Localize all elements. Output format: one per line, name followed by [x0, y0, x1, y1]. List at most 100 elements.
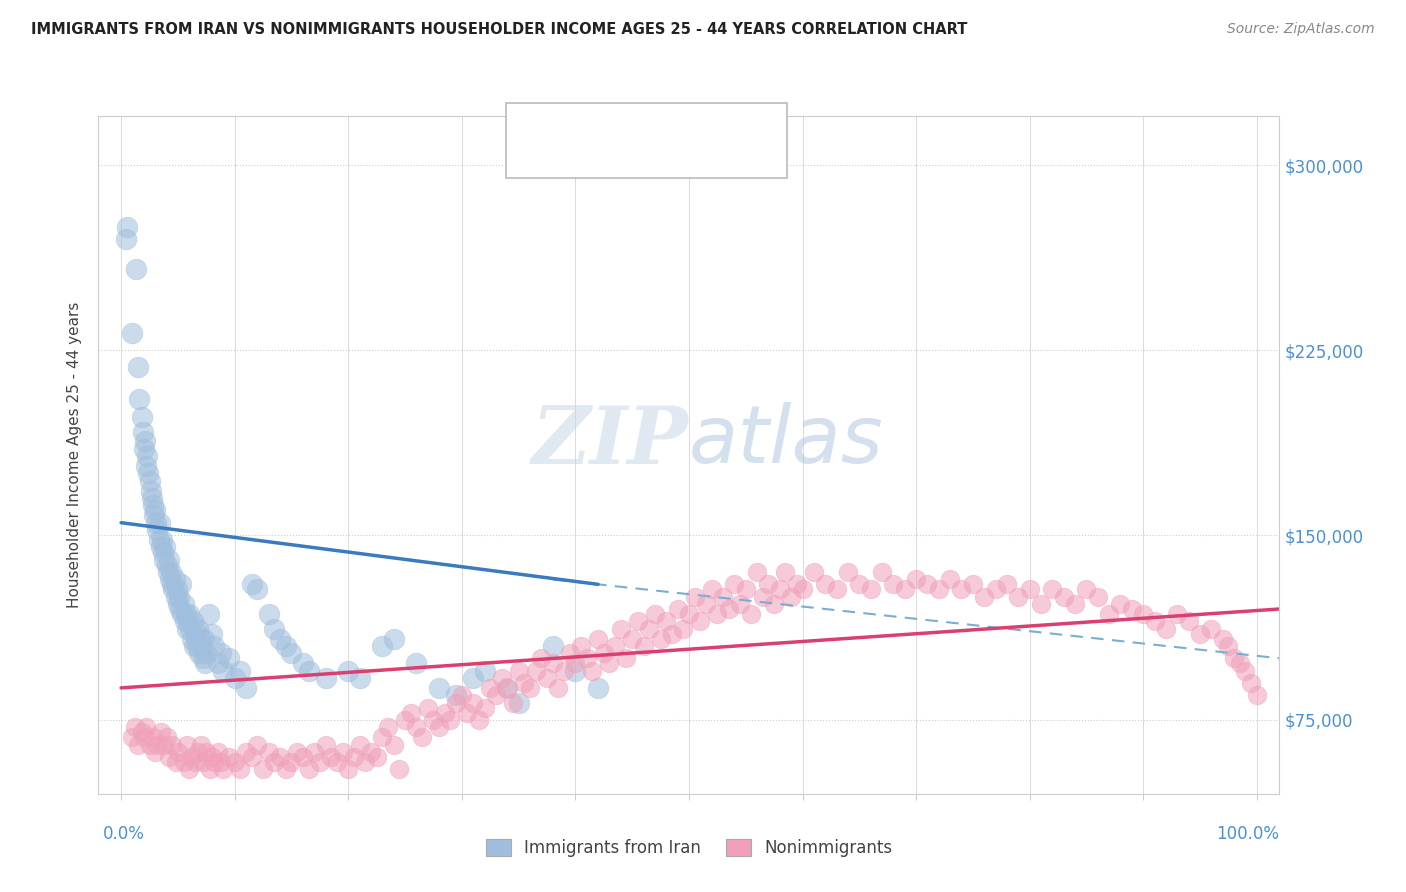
- Point: [689, 615, 711, 629]
- Point: [169, 602, 191, 616]
- Point: [1166, 607, 1188, 621]
- Point: [650, 632, 672, 646]
- Point: [530, 651, 553, 665]
- Point: [134, 434, 156, 449]
- Point: [814, 577, 837, 591]
- Point: [297, 762, 319, 776]
- Point: [162, 577, 183, 591]
- Point: [633, 639, 655, 653]
- Point: [274, 639, 297, 653]
- Point: [246, 738, 269, 752]
- Text: -0.091: -0.091: [588, 113, 647, 131]
- Text: ZIP: ZIP: [531, 402, 689, 480]
- Point: [825, 582, 848, 597]
- Point: [121, 730, 143, 744]
- Point: [1240, 676, 1263, 690]
- Point: [763, 597, 786, 611]
- Point: [661, 626, 683, 640]
- Point: [209, 755, 232, 769]
- Point: [124, 720, 146, 734]
- Point: [173, 755, 195, 769]
- Point: [995, 577, 1018, 591]
- Point: [427, 681, 450, 695]
- Point: [354, 755, 377, 769]
- Point: [349, 671, 371, 685]
- Point: [138, 467, 160, 481]
- Point: [179, 607, 201, 621]
- Point: [235, 745, 257, 759]
- Point: [786, 577, 808, 591]
- Point: [257, 607, 280, 621]
- Point: [291, 657, 314, 671]
- Point: [1201, 622, 1223, 636]
- Point: [870, 565, 893, 579]
- Point: [263, 755, 285, 769]
- Point: [837, 565, 859, 579]
- Point: [388, 762, 411, 776]
- Point: [349, 738, 371, 752]
- Point: [191, 639, 214, 653]
- Point: [160, 565, 183, 579]
- Point: [706, 607, 728, 621]
- Point: [186, 639, 208, 653]
- Point: [263, 622, 285, 636]
- Point: [569, 639, 592, 653]
- Point: [143, 503, 166, 517]
- Point: [405, 657, 427, 671]
- Point: [803, 565, 825, 579]
- Point: [433, 706, 456, 720]
- Point: [575, 651, 598, 665]
- Point: [1212, 632, 1234, 646]
- Point: [142, 499, 165, 513]
- Point: [184, 622, 207, 636]
- Point: [1098, 607, 1121, 621]
- Point: [179, 622, 201, 636]
- Point: [479, 681, 502, 695]
- Point: [848, 577, 870, 591]
- Point: [751, 590, 773, 604]
- Point: [444, 696, 467, 710]
- Point: [541, 639, 564, 653]
- Point: [508, 664, 530, 678]
- Point: [758, 577, 780, 591]
- Point: [1064, 597, 1087, 611]
- Point: [360, 745, 382, 759]
- Point: [745, 565, 768, 579]
- Text: 0.311: 0.311: [588, 153, 640, 171]
- Text: N =: N =: [654, 153, 690, 171]
- Point: [207, 745, 229, 759]
- Point: [149, 516, 172, 530]
- Point: [209, 646, 232, 660]
- Point: [491, 671, 513, 685]
- Point: [586, 632, 609, 646]
- Point: [190, 738, 212, 752]
- Point: [621, 632, 644, 646]
- Point: [315, 671, 337, 685]
- Point: [165, 755, 187, 769]
- Point: [132, 425, 155, 439]
- Point: [135, 720, 157, 734]
- Point: [485, 688, 508, 702]
- Point: [1076, 582, 1098, 597]
- Point: [146, 523, 169, 537]
- Point: [605, 639, 627, 653]
- Point: [159, 573, 181, 587]
- Point: [207, 657, 229, 671]
- Point: [146, 738, 169, 752]
- Point: [672, 622, 695, 636]
- Point: [184, 755, 207, 769]
- Point: [132, 442, 155, 456]
- Point: [114, 232, 136, 246]
- Point: [157, 750, 180, 764]
- Point: [246, 582, 269, 597]
- Point: [1234, 664, 1257, 678]
- Point: [155, 558, 177, 572]
- Point: [1246, 688, 1268, 702]
- Point: [229, 664, 252, 678]
- Point: [439, 713, 461, 727]
- Point: [1109, 597, 1132, 611]
- Point: [201, 626, 224, 640]
- Point: [405, 720, 427, 734]
- Point: [519, 681, 541, 695]
- Point: [638, 622, 661, 636]
